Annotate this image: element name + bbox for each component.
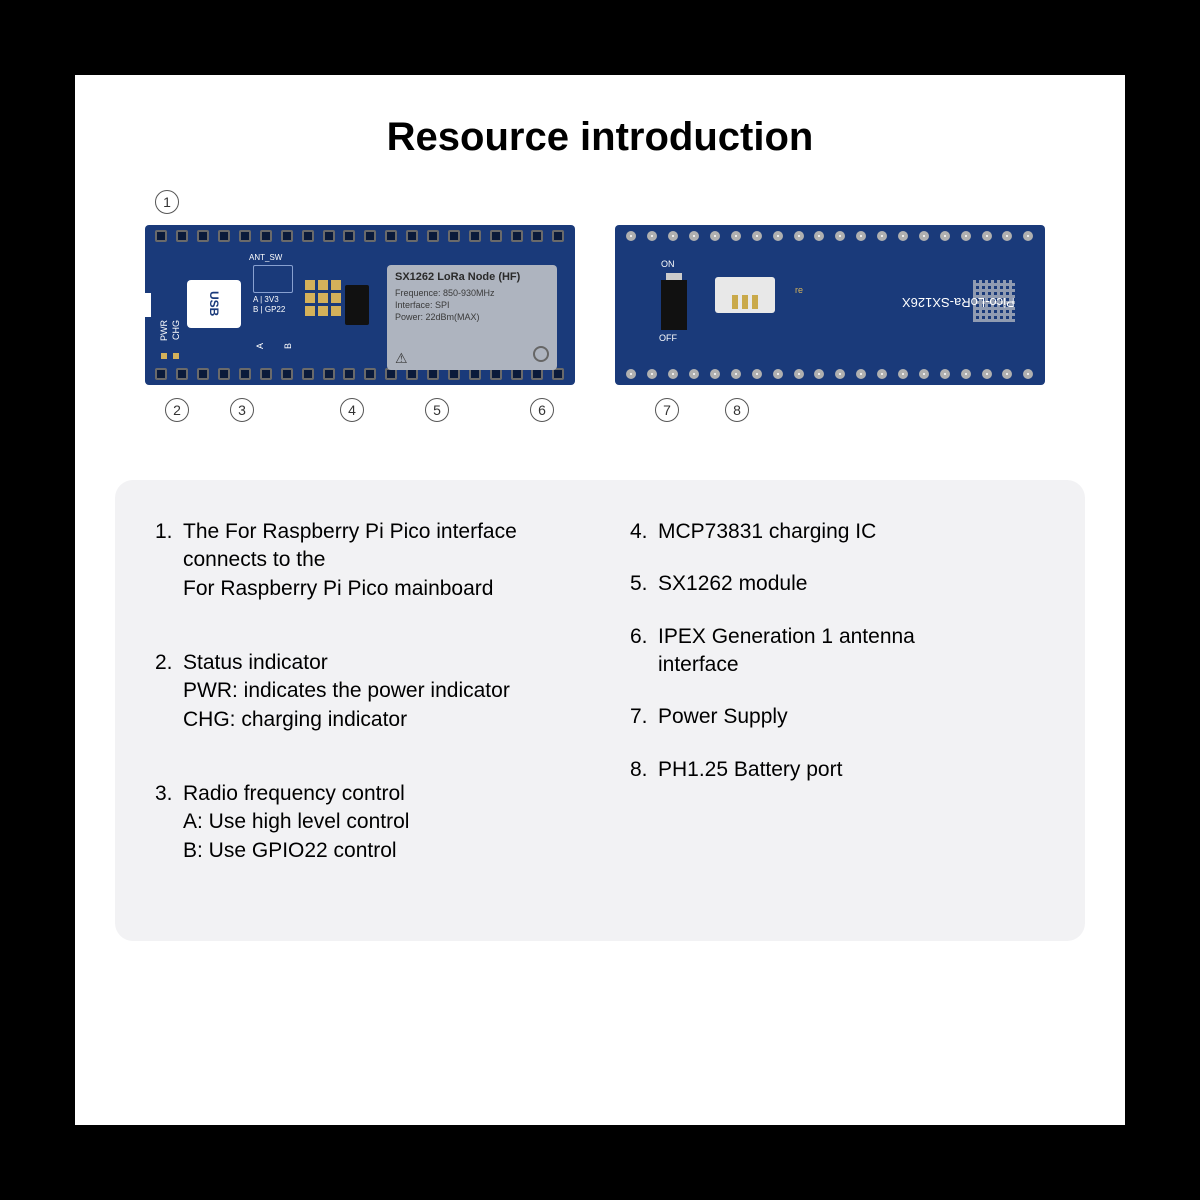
esd-icon: ⚠ — [395, 352, 408, 364]
pin-holes-top — [615, 225, 1045, 247]
desc-item: 7.Power Supply — [630, 703, 1045, 731]
desc-item-text: SX1262 module — [658, 570, 1045, 598]
led-pad — [161, 353, 167, 359]
silk-label-pwr: PWR — [159, 320, 169, 341]
desc-item: 8.PH1.25 Battery port — [630, 756, 1045, 784]
board-name-silk: Pico-LoRa-SX126X — [902, 295, 1015, 310]
pin-holes-bottom — [615, 363, 1045, 385]
desc-item-text: PH1.25 Battery port — [658, 756, 1045, 784]
lora-module: SX1262 LoRa Node (HF) Frequence: 850-930… — [387, 265, 557, 370]
callout-marker-2: 2 — [165, 398, 189, 422]
desc-item-text: Radio frequency control A: Use high leve… — [183, 780, 570, 865]
callout-marker-1: 1 — [155, 190, 179, 214]
desc-item-text: Status indicator PWR: indicates the powe… — [183, 649, 570, 734]
led-pad — [173, 353, 179, 359]
description-panel: 1.The For Raspberry Pi Pico interface co… — [115, 480, 1085, 941]
desc-col-right: 4.MCP73831 charging IC5.SX1262 module6.I… — [630, 518, 1045, 911]
desc-item-number: 6. — [630, 623, 658, 680]
desc-item: 3.Radio frequency control A: Use high le… — [155, 780, 570, 865]
desc-col-left: 1.The For Raspberry Pi Pico interface co… — [155, 518, 570, 911]
ant-switch-pads — [253, 265, 293, 293]
desc-item: 1.The For Raspberry Pi Pico interface co… — [155, 518, 570, 603]
solder-pad-grid — [305, 280, 341, 316]
desc-item: 2.Status indicator PWR: indicates the po… — [155, 649, 570, 734]
callout-marker-3: 3 — [230, 398, 254, 422]
desc-item-number: 3. — [155, 780, 183, 865]
silk-label-ant-lines: A | 3V3 B | GP22 — [253, 295, 285, 315]
desc-item-text: IPEX Generation 1 antenna interface — [658, 623, 1045, 680]
desc-item: 5.SX1262 module — [630, 570, 1045, 598]
desc-item-number: 5. — [630, 570, 658, 598]
desc-item-number: 2. — [155, 649, 183, 734]
callout-marker-8: 8 — [725, 398, 749, 422]
page-card: Resource introduction 1 2 3 4 5 6 7 8 PW… — [75, 75, 1125, 1125]
pcb-bottom-view: ON OFF re Pico-LoRa-SX126X — [615, 225, 1045, 385]
desc-item-number: 7. — [630, 703, 658, 731]
module-spec-lines: Frequence: 850-930MHz Interface: SPI Pow… — [395, 287, 549, 323]
module-title: SX1262 LoRa Node (HF) — [395, 271, 549, 283]
desc-item-number: 8. — [630, 756, 658, 784]
desc-item-text: Power Supply — [658, 703, 1045, 731]
silk-label-off: OFF — [659, 333, 677, 343]
desc-item-number: 4. — [630, 518, 658, 546]
battery-connector — [715, 277, 775, 313]
desc-item-text: The For Raspberry Pi Pico interface conn… — [183, 518, 570, 603]
pin-header-top — [145, 225, 575, 247]
silk-label-on: ON — [661, 259, 675, 269]
callout-marker-7: 7 — [655, 398, 679, 422]
desc-item-number: 1. — [155, 518, 183, 603]
usb-block: USB — [187, 280, 241, 328]
charging-ic — [345, 285, 369, 325]
callout-marker-6: 6 — [530, 398, 554, 422]
page-title: Resource introduction — [115, 115, 1085, 160]
desc-item: 6.IPEX Generation 1 antenna interface — [630, 623, 1045, 680]
desc-item: 4.MCP73831 charging IC — [630, 518, 1045, 546]
boards-diagram: 1 2 3 4 5 6 7 8 PWR CHG USB ANT_SW A | 3… — [115, 190, 1085, 450]
silk-label-chg: CHG — [171, 320, 181, 340]
silk-label-re: re — [795, 285, 803, 295]
ipex-connector-icon — [533, 346, 549, 362]
pcb-top-view: PWR CHG USB ANT_SW A | 3V3 B | GP22 A B … — [145, 225, 575, 385]
silk-label-b: B — [283, 343, 293, 349]
board-notch — [139, 293, 151, 317]
callout-marker-5: 5 — [425, 398, 449, 422]
silk-label-a: A — [255, 343, 265, 349]
desc-item-text: MCP73831 charging IC — [658, 518, 1045, 546]
silk-label-ant-sw: ANT_SW — [249, 253, 282, 262]
power-switch — [661, 280, 687, 330]
callout-marker-4: 4 — [340, 398, 364, 422]
